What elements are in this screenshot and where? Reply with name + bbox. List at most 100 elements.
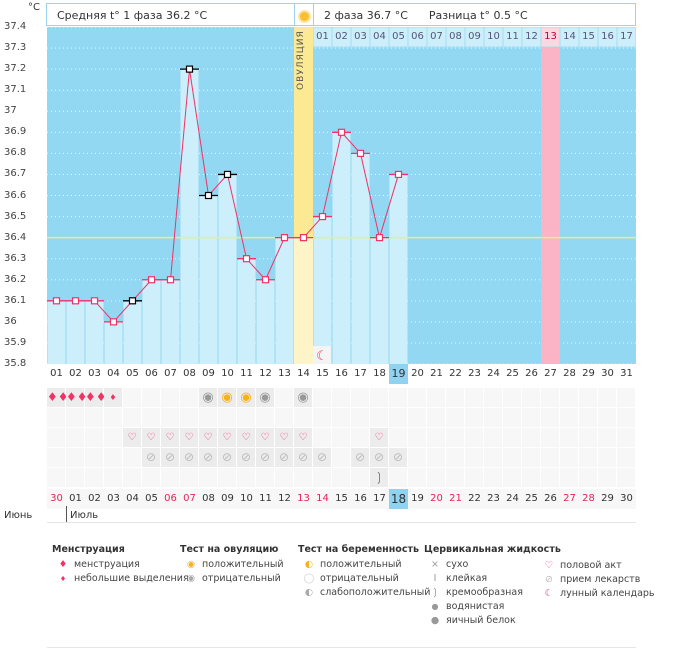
row-cell[interactable] xyxy=(199,468,217,487)
row-cell[interactable] xyxy=(332,408,350,427)
row-cell[interactable] xyxy=(503,428,521,447)
row-cell[interactable] xyxy=(560,428,578,447)
row-cell[interactable]: ⊘ xyxy=(199,448,217,467)
calendar-date[interactable]: 25 xyxy=(522,489,541,509)
row-cell[interactable] xyxy=(85,448,103,467)
calendar-date[interactable]: 28 xyxy=(579,489,598,509)
row-cell[interactable] xyxy=(484,428,502,447)
calendar-date[interactable]: 09 xyxy=(218,489,237,509)
calendar-date[interactable]: 26 xyxy=(541,489,560,509)
calendar-date[interactable]: 01 xyxy=(66,489,85,509)
calendar-date[interactable]: 06 xyxy=(161,489,180,509)
row-cell[interactable] xyxy=(560,408,578,427)
row-cell[interactable] xyxy=(66,408,84,427)
row-cell[interactable] xyxy=(66,428,84,447)
row-cell[interactable]: ⊘ xyxy=(294,448,312,467)
row-cell[interactable] xyxy=(47,448,65,467)
row-cell[interactable] xyxy=(541,408,559,427)
cycle-day-label[interactable]: 19 xyxy=(389,364,408,384)
row-cell[interactable] xyxy=(465,428,483,447)
row-cell[interactable] xyxy=(465,408,483,427)
calendar-date[interactable]: 13 xyxy=(294,489,313,509)
row-cell[interactable] xyxy=(522,388,540,407)
row-cell[interactable] xyxy=(503,448,521,467)
row-cell[interactable]: ⊘ xyxy=(256,448,274,467)
row-cell[interactable] xyxy=(123,468,141,487)
row-cell[interactable] xyxy=(370,388,388,407)
row-cell[interactable] xyxy=(446,468,464,487)
row-cell[interactable]: ❳ xyxy=(370,468,388,487)
row-cell[interactable]: ◉ xyxy=(218,388,236,407)
calendar-date[interactable]: 03 xyxy=(104,489,123,509)
row-cell[interactable] xyxy=(256,468,274,487)
row-cell[interactable] xyxy=(598,388,616,407)
row-cell[interactable] xyxy=(522,428,540,447)
row-cell[interactable]: ♡ xyxy=(161,428,179,447)
calendar-date[interactable]: 04 xyxy=(123,489,142,509)
row-cell[interactable] xyxy=(427,408,445,427)
cycle-day-label[interactable]: 01 xyxy=(50,368,63,379)
row-cell[interactable]: ⊘ xyxy=(237,448,255,467)
row-cell[interactable] xyxy=(161,468,179,487)
row-cell[interactable] xyxy=(503,408,521,427)
row-cell[interactable] xyxy=(85,408,103,427)
cycle-day-label[interactable]: 07 xyxy=(164,368,177,379)
row-cell[interactable]: ⊘ xyxy=(370,448,388,467)
row-cell[interactable] xyxy=(446,388,464,407)
row-cell[interactable]: ◉ xyxy=(237,388,255,407)
row-cell[interactable] xyxy=(503,388,521,407)
row-cell[interactable]: ♡ xyxy=(256,428,274,447)
row-cell[interactable] xyxy=(408,448,426,467)
row-cell[interactable] xyxy=(351,408,369,427)
row-cell[interactable] xyxy=(47,408,65,427)
calendar-date[interactable]: 18 xyxy=(389,489,408,509)
row-cell[interactable]: ♡ xyxy=(370,428,388,447)
calendar-date[interactable]: 21 xyxy=(446,489,465,509)
row-cell[interactable] xyxy=(446,428,464,447)
calendar-date[interactable]: 30 xyxy=(617,489,636,509)
row-cell[interactable]: ♡ xyxy=(275,428,293,447)
row-cell[interactable] xyxy=(446,408,464,427)
row-cell[interactable] xyxy=(332,448,350,467)
row-cell[interactable]: ♡ xyxy=(237,428,255,447)
cycle-day-label[interactable]: 22 xyxy=(449,368,462,379)
row-cell[interactable] xyxy=(484,448,502,467)
row-cell[interactable] xyxy=(617,408,635,427)
cycle-day-label[interactable]: 17 xyxy=(354,368,367,379)
row-cell[interactable] xyxy=(427,388,445,407)
row-cell[interactable] xyxy=(275,388,293,407)
row-cell[interactable] xyxy=(142,468,160,487)
row-cell[interactable]: ♡ xyxy=(199,428,217,447)
row-cell[interactable] xyxy=(123,388,141,407)
row-cell[interactable]: ⊘ xyxy=(180,448,198,467)
row-cell[interactable] xyxy=(579,388,597,407)
row-cell[interactable] xyxy=(180,468,198,487)
row-cell[interactable] xyxy=(408,388,426,407)
row-cell[interactable] xyxy=(617,468,635,487)
row-cell[interactable]: ♡ xyxy=(294,428,312,447)
cycle-day-label[interactable]: 06 xyxy=(145,368,158,379)
row-cell[interactable] xyxy=(541,428,559,447)
row-cell[interactable] xyxy=(161,408,179,427)
row-cell[interactable]: ⊘ xyxy=(218,448,236,467)
row-cell[interactable] xyxy=(275,408,293,427)
row-cell[interactable] xyxy=(104,428,122,447)
row-cell[interactable]: ♦♦ xyxy=(85,388,107,407)
row-cell[interactable] xyxy=(598,408,616,427)
cycle-day-label[interactable]: 30 xyxy=(601,368,614,379)
row-cell[interactable]: ♡ xyxy=(218,428,236,447)
cycle-day-label[interactable]: 03 xyxy=(88,368,101,379)
cycle-day-label[interactable]: 13 xyxy=(278,368,291,379)
cycle-day-label[interactable]: 23 xyxy=(468,368,481,379)
row-cell[interactable] xyxy=(294,468,312,487)
cycle-day-label[interactable]: 26 xyxy=(525,368,538,379)
row-cell[interactable]: ◉ xyxy=(294,388,312,407)
row-cell[interactable] xyxy=(389,388,407,407)
row-cell[interactable] xyxy=(218,408,236,427)
row-cell[interactable] xyxy=(541,468,559,487)
calendar-date[interactable]: 22 xyxy=(465,489,484,509)
calendar-date[interactable]: 07 xyxy=(180,489,199,509)
row-cell[interactable] xyxy=(313,388,331,407)
row-cell[interactable] xyxy=(617,388,635,407)
row-cell[interactable]: ⊘ xyxy=(313,448,331,467)
